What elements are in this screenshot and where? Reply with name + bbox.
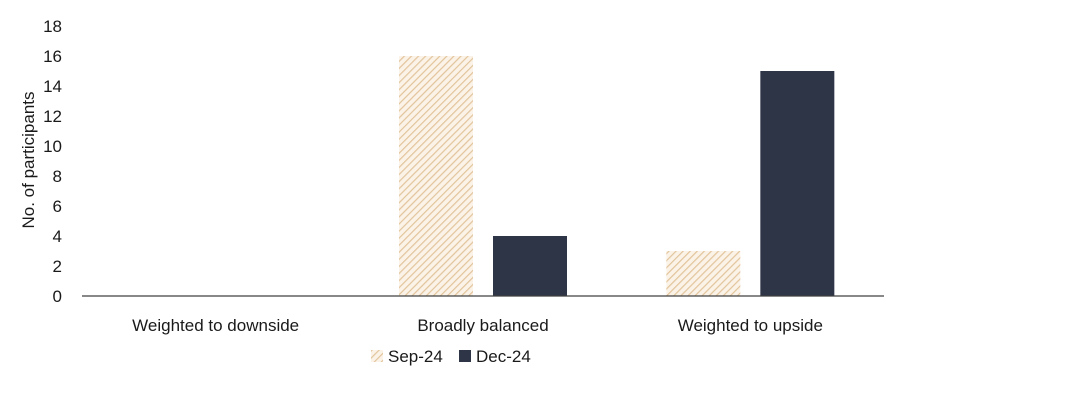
y-tick-label: 8 (53, 167, 62, 186)
y-tick-label: 16 (43, 47, 62, 66)
legend-swatch-dec-24 (459, 350, 471, 362)
y-tick-label: 18 (43, 17, 62, 36)
bar-dec-24-2 (760, 71, 835, 296)
legend-swatch-sep-24 (371, 350, 383, 362)
y-tick-label: 4 (53, 227, 62, 246)
y-tick-label: 2 (53, 257, 62, 276)
bar-dec-24-1 (493, 236, 567, 296)
x-tick-label: Broadly balanced (417, 316, 548, 335)
legend-label: Dec-24 (476, 347, 531, 366)
x-tick-label: Weighted to upside (678, 316, 823, 335)
y-tick-label: 10 (43, 137, 62, 156)
bar-sep-24-2 (666, 251, 741, 296)
bar-sep-24-1 (399, 56, 473, 296)
y-tick-label: 12 (43, 107, 62, 126)
legend-label: Sep-24 (388, 347, 443, 366)
x-tick-label: Weighted to downside (132, 316, 299, 335)
y-tick-label: 6 (53, 197, 62, 216)
y-tick-label: 0 (53, 287, 62, 306)
y-tick-label: 14 (43, 77, 62, 96)
y-axis-label: No. of participants (19, 91, 38, 228)
